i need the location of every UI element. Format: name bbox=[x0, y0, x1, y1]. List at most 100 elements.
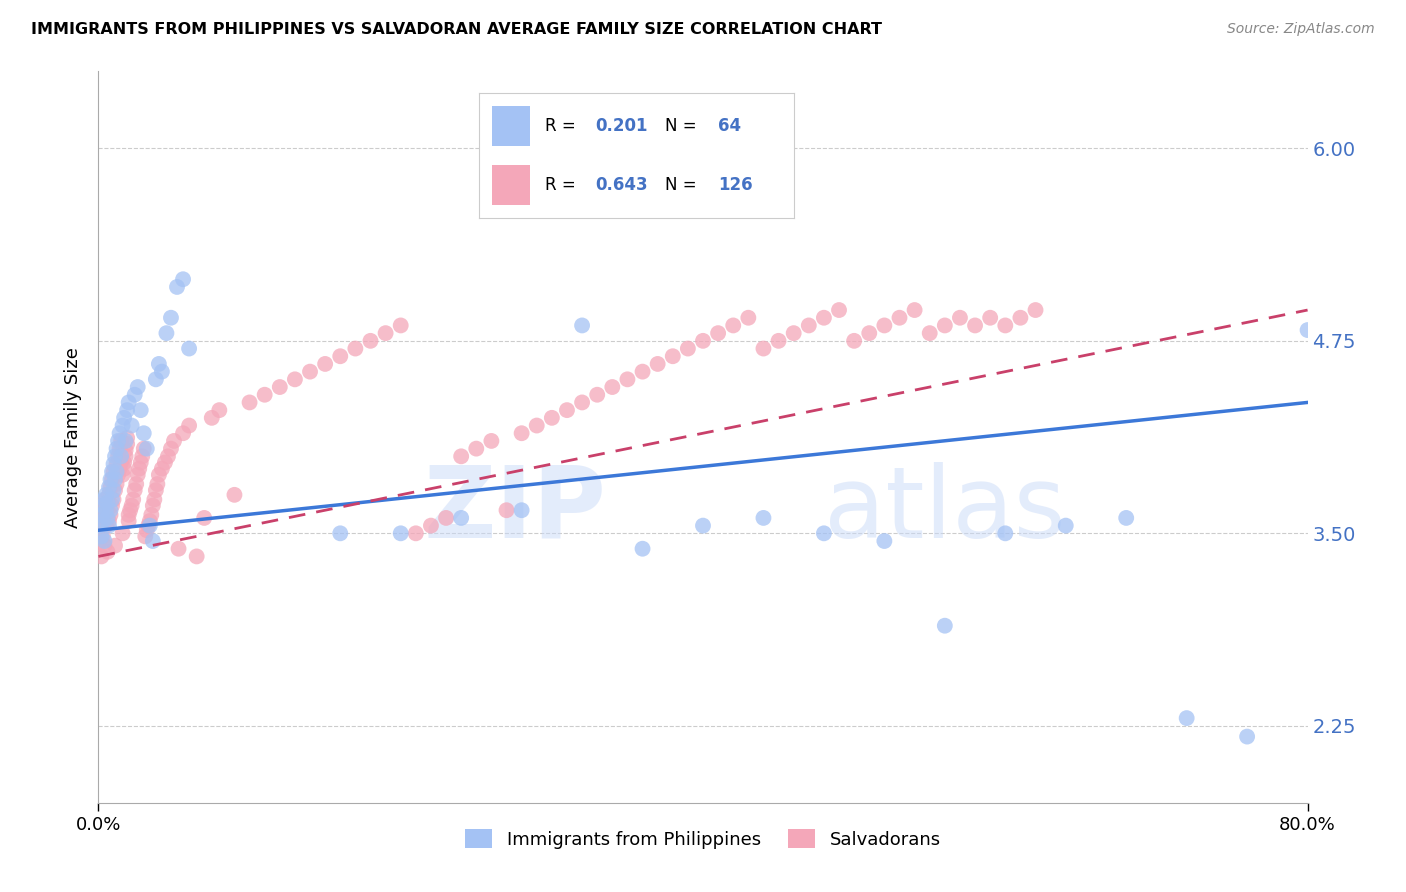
Point bbox=[107, 450, 129, 464]
Point bbox=[208, 403, 231, 417]
Text: Source: ZipAtlas.com: Source: ZipAtlas.com bbox=[1227, 22, 1375, 37]
Point bbox=[103, 457, 125, 471]
Point bbox=[153, 455, 176, 469]
Point bbox=[94, 488, 117, 502]
Point bbox=[132, 426, 155, 441]
Point bbox=[828, 303, 851, 318]
Point bbox=[450, 450, 472, 464]
Point bbox=[813, 526, 835, 541]
Point bbox=[115, 437, 138, 451]
Point bbox=[405, 526, 427, 541]
Point bbox=[91, 508, 114, 522]
Point bbox=[631, 365, 654, 379]
Point bbox=[94, 518, 117, 533]
Point bbox=[1054, 518, 1077, 533]
Point bbox=[752, 511, 775, 525]
Point bbox=[112, 410, 135, 425]
Point bbox=[98, 480, 121, 494]
Point bbox=[112, 455, 135, 469]
Point bbox=[104, 483, 127, 498]
Point bbox=[1296, 323, 1319, 337]
Point bbox=[420, 518, 443, 533]
Point bbox=[105, 457, 128, 471]
Point bbox=[692, 334, 714, 348]
Point bbox=[108, 461, 131, 475]
Point bbox=[114, 450, 136, 464]
Point bbox=[224, 488, 246, 502]
Point bbox=[145, 483, 167, 498]
Point bbox=[1236, 730, 1258, 744]
Point bbox=[94, 492, 117, 507]
Point bbox=[163, 434, 186, 448]
Point bbox=[100, 480, 122, 494]
Point bbox=[1010, 310, 1032, 325]
Point bbox=[101, 465, 124, 479]
Point bbox=[389, 526, 412, 541]
Point bbox=[150, 365, 173, 379]
Point bbox=[160, 442, 183, 456]
Point bbox=[128, 461, 150, 475]
Point bbox=[135, 442, 157, 456]
Point bbox=[873, 534, 896, 549]
Point bbox=[89, 523, 111, 537]
Point bbox=[586, 388, 609, 402]
Point bbox=[193, 511, 215, 525]
Point bbox=[571, 318, 593, 333]
Point bbox=[994, 526, 1017, 541]
Point bbox=[1024, 303, 1046, 318]
Point bbox=[344, 342, 367, 356]
Point bbox=[90, 514, 112, 528]
Point bbox=[132, 442, 155, 456]
Point bbox=[904, 303, 927, 318]
Point bbox=[155, 326, 177, 340]
Point bbox=[768, 334, 790, 348]
Point bbox=[284, 372, 307, 386]
Point bbox=[108, 426, 131, 441]
Point bbox=[114, 434, 136, 448]
Point bbox=[101, 472, 124, 486]
Point bbox=[813, 310, 835, 325]
Point bbox=[129, 455, 152, 469]
Point bbox=[100, 503, 122, 517]
Point bbox=[389, 318, 412, 333]
Point bbox=[314, 357, 336, 371]
Point bbox=[111, 526, 134, 541]
Point bbox=[949, 310, 972, 325]
Point bbox=[166, 280, 188, 294]
Point bbox=[723, 318, 745, 333]
Point bbox=[100, 508, 122, 522]
Point bbox=[111, 467, 134, 482]
Point bbox=[965, 318, 987, 333]
Point bbox=[125, 477, 148, 491]
Point bbox=[571, 395, 593, 409]
Point bbox=[160, 310, 183, 325]
Point bbox=[450, 511, 472, 525]
Point bbox=[141, 508, 163, 522]
Point bbox=[707, 326, 730, 340]
Point bbox=[105, 442, 128, 456]
Point bbox=[131, 450, 153, 464]
Point bbox=[105, 465, 128, 479]
Point bbox=[103, 465, 125, 479]
Point bbox=[844, 334, 866, 348]
Point bbox=[103, 483, 125, 498]
Point bbox=[118, 514, 141, 528]
Point bbox=[90, 508, 112, 522]
Text: IMMIGRANTS FROM PHILIPPINES VS SALVADORAN AVERAGE FAMILY SIZE CORRELATION CHART: IMMIGRANTS FROM PHILIPPINES VS SALVADORA… bbox=[31, 22, 882, 37]
Point bbox=[110, 434, 132, 448]
Point bbox=[676, 342, 699, 356]
Point bbox=[93, 539, 115, 553]
Point bbox=[156, 450, 179, 464]
Point bbox=[101, 499, 124, 513]
Text: ZIP: ZIP bbox=[423, 462, 606, 558]
Point bbox=[797, 318, 820, 333]
Point bbox=[329, 526, 352, 541]
Point bbox=[124, 388, 146, 402]
Point bbox=[150, 461, 173, 475]
Point bbox=[91, 514, 114, 528]
Point bbox=[93, 492, 115, 507]
Point bbox=[783, 326, 806, 340]
Point bbox=[120, 503, 142, 517]
Point bbox=[91, 529, 114, 543]
Point bbox=[692, 518, 714, 533]
